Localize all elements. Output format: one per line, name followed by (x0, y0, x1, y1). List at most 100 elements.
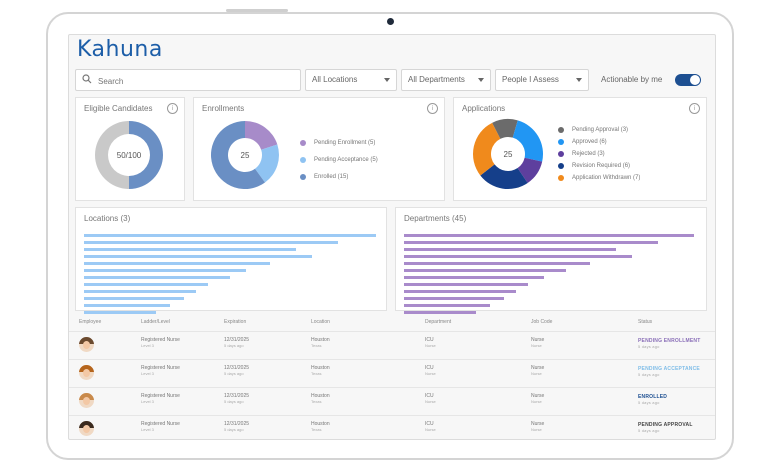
legend-swatch (300, 139, 306, 146)
location-cell: Houston Texas (311, 337, 330, 349)
bar (404, 248, 616, 251)
status-badge: PENDING ENROLLMENT 5 days ago (638, 338, 701, 349)
table-row[interactable]: Registered Nurse Level 3 12/31/2025 5 days … (69, 387, 715, 416)
bar (84, 241, 338, 244)
avatar-face (83, 369, 90, 377)
table-row[interactable]: Registered Nurse Level 3 12/31/2025 5 days … (69, 415, 715, 439)
chevron-down-icon (478, 78, 484, 82)
table-row[interactable]: Registered Nurse Level 3 12/31/2025 5 days … (69, 359, 715, 388)
cell-sub: 5 days ago (224, 371, 244, 376)
legend-swatch (300, 173, 306, 180)
avatar-hair (79, 421, 94, 428)
header-ladder: Ladder/Level (141, 319, 170, 325)
bar (84, 262, 270, 265)
cell-main: Houston (311, 337, 330, 343)
status-text: PENDING ACCEPTANCE (638, 366, 700, 372)
expiration-cell: 12/31/2025 5 days ago (224, 337, 249, 349)
search-input[interactable] (96, 73, 290, 89)
cell-sub: Nurse (425, 343, 436, 348)
legend-item: Pending Approval (3) (558, 124, 640, 136)
ladder-cell: Registered Nurse Level 3 (141, 365, 180, 377)
legend-item: Approved (6) (558, 136, 640, 148)
bar (84, 269, 246, 272)
info-icon[interactable]: i (427, 103, 438, 114)
chevron-down-icon (384, 78, 390, 82)
cell-sub: 5 days ago (224, 427, 244, 432)
expiration-cell: 12/31/2025 5 days ago (224, 365, 249, 377)
bar (84, 297, 184, 300)
cell-main: ICU (425, 421, 434, 427)
avatar-hair (79, 393, 94, 400)
table-row[interactable]: Registered Nurse Level 3 12/31/2025 5 days … (69, 331, 715, 360)
department-cell: ICU Nurse (425, 337, 436, 349)
departments-bars (404, 234, 694, 318)
donut-center-label: 50/100 (117, 151, 142, 160)
donut-center-label: 25 (504, 150, 513, 159)
header-department: Department (425, 319, 452, 325)
job-code-cell: Nurse Nurse (531, 365, 544, 377)
department-cell: ICU Nurse (425, 393, 436, 405)
legend-swatch (558, 139, 564, 145)
bar (84, 290, 196, 293)
departments-card: Departments (45) (395, 207, 707, 314)
bar (84, 276, 230, 279)
cell-main: Nurse (531, 421, 545, 427)
donut-segment (492, 119, 518, 139)
status-text: ENROLLED (638, 394, 668, 400)
location-filter-label: All Locations (312, 75, 358, 84)
info-icon[interactable]: i (167, 103, 178, 114)
card-title: Eligible Candidates (84, 104, 153, 113)
location-filter[interactable]: All Locations (305, 69, 397, 91)
bar (404, 276, 544, 279)
search-box[interactable] (75, 69, 301, 91)
camera-icon (387, 18, 394, 25)
legend-label: Application Withdrawn (7) (572, 175, 641, 181)
donut-segment (245, 121, 278, 150)
bar (404, 290, 516, 293)
status-badge: PENDING ACCEPTANCE 5 days ago (638, 366, 700, 377)
job-code-cell: Nurse Nurse (531, 337, 544, 349)
legend-label: Pending Acceptance (5) (314, 156, 378, 163)
actionable-toggle[interactable] (675, 74, 701, 86)
bar (404, 269, 566, 272)
legend-label: Rejected (3) (572, 151, 605, 157)
bar (84, 248, 296, 251)
department-cell: ICU Nurse (425, 421, 436, 433)
cell-sub: Texas (311, 427, 322, 432)
expiration-cell: 12/31/2025 5 days ago (224, 393, 249, 405)
cell-main: Nurse (531, 393, 545, 399)
bar (404, 283, 528, 286)
people-filter[interactable]: People I Assess (495, 69, 589, 91)
legend-item: Revision Required (6) (558, 160, 640, 172)
header-job-code: Job Code (531, 319, 553, 325)
legend-swatch (558, 175, 564, 181)
department-filter[interactable]: All Departments (401, 69, 491, 91)
legend-swatch (558, 151, 564, 157)
eligible-candidates-card: Eligible Candidates i 50/100 (75, 97, 185, 201)
table-header: Employee Ladder/Level Expiration Locatio… (69, 319, 715, 329)
location-cell: Houston Texas (311, 365, 330, 377)
avatar (79, 421, 94, 436)
cell-sub: Level 3 (141, 371, 154, 376)
bar (84, 255, 312, 258)
donut-center-label: 25 (241, 151, 250, 160)
legend-label: Enrolled (15) (314, 173, 349, 180)
card-title: Enrollments (202, 104, 245, 113)
expiration-cell: 12/31/2025 5 days ago (224, 421, 249, 433)
cell-main: 12/31/2025 (224, 393, 250, 399)
avatar-hair (79, 365, 94, 372)
cell-sub: Nurse (425, 399, 436, 404)
dashboard-screen: Kahuna All Locations All Departments Peo… (68, 34, 716, 440)
cell-main: Houston (311, 393, 330, 399)
people-filter-label: People I Assess (502, 75, 559, 84)
actionable-label: Actionable by me (601, 75, 663, 84)
cell-main: ICU (425, 393, 434, 399)
bar (84, 311, 156, 314)
cell-sub: 5 days ago (224, 399, 244, 404)
status-text: PENDING APPROVAL (638, 422, 693, 428)
status-badge: ENROLLED 5 days ago (638, 394, 667, 405)
info-icon[interactable]: i (689, 103, 700, 114)
cell-main: 12/31/2025 (224, 365, 250, 371)
avatar-face (83, 425, 90, 433)
card-title: Applications (462, 104, 506, 113)
